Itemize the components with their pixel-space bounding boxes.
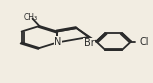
Text: N: N (54, 37, 62, 47)
Text: Cl: Cl (139, 37, 149, 46)
Text: Br: Br (84, 38, 95, 48)
Text: CH₃: CH₃ (24, 13, 38, 22)
